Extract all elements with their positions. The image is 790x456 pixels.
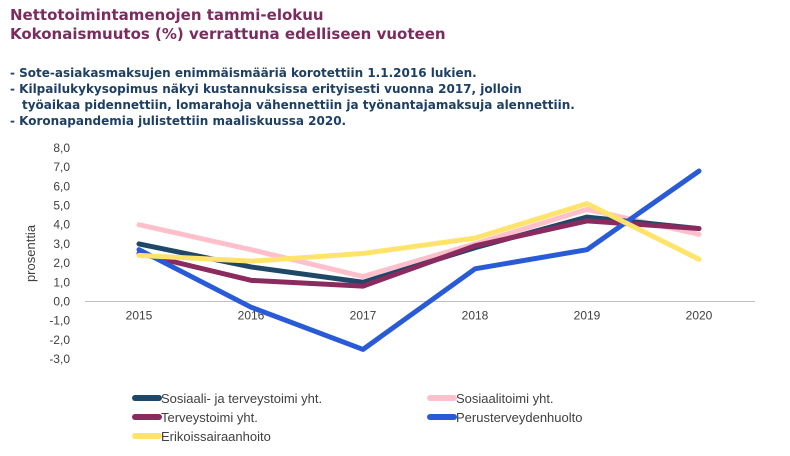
legend-label: Erikoissairaanhoito xyxy=(161,429,271,444)
series-line xyxy=(136,201,702,264)
legend-label: Sosiaali- ja terveystoimi yht. xyxy=(161,391,322,406)
y-tick-label: 5,0 xyxy=(53,199,70,213)
y-tick-label: 2,0 xyxy=(53,256,70,270)
note-1: - Sote-asiakasmaksujen enimmäismääriä ko… xyxy=(10,66,477,80)
series-line xyxy=(136,168,702,352)
x-tick-label: 2017 xyxy=(350,308,377,322)
notes-list: - Sote-asiakasmaksujen enimmäismääriä ko… xyxy=(10,65,780,129)
y-tick-label: 7,0 xyxy=(53,160,70,174)
y-tick-label: -2,0 xyxy=(49,333,70,347)
title-line-2: Kokonaismuutos (%) verrattuna edelliseen… xyxy=(10,25,446,43)
y-tick-label: 8,0 xyxy=(53,141,70,155)
y-tick-label: -1,0 xyxy=(49,314,70,328)
y-tick-label: 0,0 xyxy=(53,294,70,308)
y-axis-label: prosenttia xyxy=(23,224,38,282)
legend-label: Perusterveydenhuolto xyxy=(456,410,582,425)
legend-label: Terveystoimi yht. xyxy=(161,410,258,425)
x-tick-label: 2020 xyxy=(686,308,713,322)
legend-label: Sosiaalitoimi yht. xyxy=(456,391,554,406)
x-tick-label: 2019 xyxy=(574,308,601,322)
y-tick-label: -3,0 xyxy=(49,352,70,366)
x-tick-label: 2015 xyxy=(126,308,153,322)
y-tick-label: 1,0 xyxy=(53,275,70,289)
x-tick-label: 2018 xyxy=(462,308,489,322)
note-2: - Kilpailukykysopimus näkyi kustannuksis… xyxy=(10,82,575,112)
y-tick-label: 6,0 xyxy=(53,179,70,193)
note-3: - Koronapandemia julistettiin maaliskuus… xyxy=(10,114,347,128)
y-tick-label: 3,0 xyxy=(53,237,70,251)
y-tick-label: 4,0 xyxy=(53,218,70,232)
title-line-1: Nettotoimintamenojen tammi-elokuu xyxy=(10,6,324,24)
chart-title: Nettotoimintamenojen tammi-elokuu Kokona… xyxy=(10,6,780,44)
series-line xyxy=(136,218,702,289)
